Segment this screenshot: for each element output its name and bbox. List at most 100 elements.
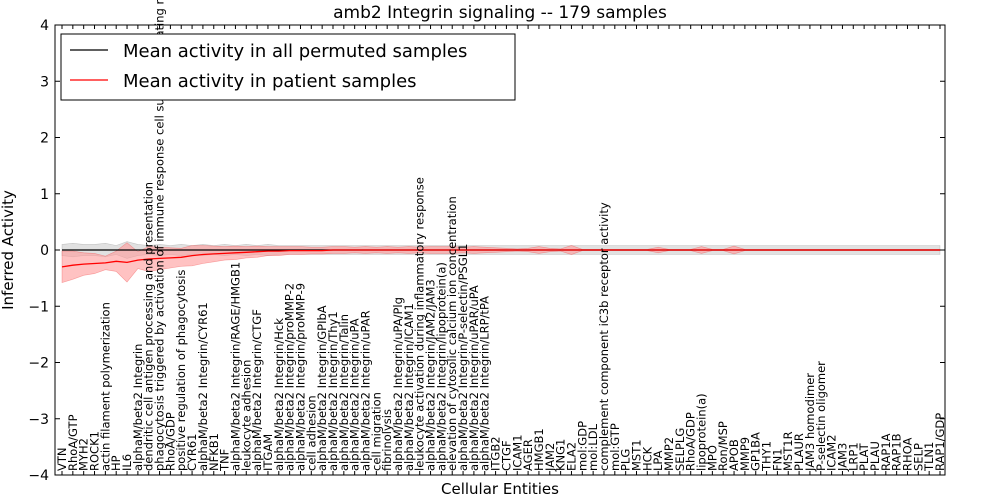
x-category-label: RHOA <box>901 438 915 471</box>
x-category-label: HP <box>109 455 123 471</box>
x-category-label: alphaM/beta2 Integrin/CTGF <box>250 309 264 471</box>
x-category-label: MMP9 <box>738 437 752 471</box>
x-category-label: positive regulation of phagocytosis <box>174 270 188 471</box>
x-category-label: alphaM/beta2 Integrin/P-selectin/PSGL1 <box>456 244 470 471</box>
x-category-label: HCK <box>640 446 654 471</box>
x-category-label: SELPLG <box>673 428 687 471</box>
x-category-label: IL6 <box>120 454 134 471</box>
y-tick-label: 4 <box>40 18 49 34</box>
x-category-label: P-selectin oligomer <box>814 361 828 471</box>
x-category-label: TLN1 <box>922 442 936 472</box>
x-category-label: cell migration <box>369 392 383 471</box>
x-category-label: fibrinolysis <box>380 409 394 471</box>
x-category-label: LRP1 <box>846 442 860 471</box>
y-tick-label: 1 <box>40 187 49 203</box>
confidence-bands <box>61 241 941 284</box>
x-category-label: MST1R <box>781 431 795 471</box>
x-category-label: THY1 <box>760 441 774 472</box>
x-category-label: alphaM/beta2 Integrin/uPAR <box>359 310 373 471</box>
x-category-label: complement component iC3b receptor activ… <box>597 202 611 471</box>
x-category-label: lipoprotein(a) <box>695 393 709 471</box>
x-category-label: ELA2 <box>565 442 579 471</box>
x-category-label: RAP1/GDP <box>933 413 947 471</box>
y-axis-label: Inferred Activity <box>0 190 17 310</box>
y-tick-label: 2 <box>40 131 49 147</box>
x-category-label: leukocyte activation during inflammatory… <box>413 177 427 471</box>
x-category-label: ITGB2 <box>489 436 503 471</box>
x-category-label: alphaM/beta2 Integrin <box>131 344 145 471</box>
series-lines <box>61 249 940 268</box>
x-category-label: ROCK1 <box>88 431 102 471</box>
x-category-label: mol:GTP <box>608 423 622 471</box>
legend-entry-permuted: Mean activity in all permuted samples <box>123 41 467 62</box>
legend: Mean activity in all permuted samples Me… <box>60 33 516 101</box>
x-category-label: leukocyte adhesion <box>239 360 253 471</box>
x-category-label: RAP1B <box>890 433 904 471</box>
legend-entry-patient: Mean activity in patient samples <box>123 71 417 92</box>
x-category-label: alphaM/beta2 Integrin/Hck <box>272 318 286 471</box>
x-category-label: RhoA/GDP <box>163 412 177 471</box>
x-category-label: alphaM/beta2 Integrin/ICAM1 <box>402 303 416 471</box>
x-category-label: alphaM/beta2 Integrin/Thy1 <box>326 311 340 471</box>
x-category-label: dendritic cell antigen processing and pr… <box>142 182 156 471</box>
x-category-label: MYH2 <box>77 438 91 471</box>
x-category-label: HMGB1 <box>532 428 546 471</box>
x-category-label: VTN <box>55 448 69 472</box>
x-category-label: CYR61 <box>185 434 199 471</box>
x-category-label: alphaM/beta2 Integrin/uPA/Plg <box>391 297 405 471</box>
x-category-label: elevation of cytosolic calcium ion conce… <box>445 196 459 471</box>
x-category-label: PLAU <box>868 441 882 471</box>
x-category-label: cell adhesion <box>304 395 318 471</box>
y-axis: −4 −3 −2 −1 0 1 2 3 4 <box>28 18 945 484</box>
plot-frame <box>54 24 946 476</box>
y-tick-label: −4 <box>28 468 49 484</box>
x-category-label: alphaM/beta2 Integrin/proMMP-2 <box>283 283 297 471</box>
x-category-label: MPO <box>705 445 719 471</box>
x-category-label: ICAM2 <box>825 434 839 471</box>
x-category-label: AGER <box>521 439 535 471</box>
x-category-label: alphaM/beta2 Integrin/uPAR/uPA <box>467 285 481 471</box>
x-category-label: JAM3 homodimer <box>803 373 817 472</box>
x-category-label: PLG <box>619 449 633 471</box>
x-category-label: phagocytosis triggered by activation of … <box>153 0 167 471</box>
x-category-label: LPA <box>651 450 665 471</box>
x-category-label: alphaM/beta2 Integrin/GPIbA <box>315 305 329 471</box>
x-category-label: Ron/MSP <box>716 421 730 471</box>
x-category-label: JAM3 <box>835 443 849 472</box>
x-category-label: PLAUR <box>792 433 806 471</box>
x-category-label: MST1 <box>630 439 644 471</box>
series-1-line <box>61 249 940 268</box>
x-axis-label: Cellular Entities <box>441 480 559 498</box>
y-tick-label: −3 <box>28 412 49 428</box>
y-tick-label: 3 <box>40 74 49 90</box>
x-category-label: FN1 <box>770 448 784 471</box>
legend-box <box>60 33 516 101</box>
x-category-label: mol:GDP <box>575 421 589 471</box>
x-category-label: TNF <box>218 449 232 472</box>
x-category-label: RhoA/GTP <box>66 414 80 471</box>
y-tick-label: −2 <box>28 356 49 372</box>
x-category-label: alphaM/beta2 Integrin/CYR61 <box>196 302 210 471</box>
y-tick-label: 0 <box>40 243 49 259</box>
x-category-label: NFKB1 <box>207 433 221 471</box>
x-category-label: ICAM1 <box>510 434 524 471</box>
x-category-label: GP1BA <box>749 432 763 471</box>
x-category-label: RhoA/GDP <box>684 412 698 471</box>
x-category-label: mol:LDL <box>586 423 600 471</box>
x-category-label: alphaM/beta2 Integrin/lipoprotein(a) <box>434 262 448 471</box>
x-category-label: alphaM/beta2 Integrin/uPA <box>348 318 362 471</box>
x-category-label: JAM2 <box>543 443 557 472</box>
x-category-label: MMP2 <box>662 437 676 471</box>
chart-title: amb2 Integrin signaling -- 179 samples <box>333 3 667 23</box>
x-category-label: alphaM/beta2 Integrin/LRP/tPA <box>478 296 492 471</box>
x-category-label: alphaM/beta2 Integrin/Talin <box>337 314 351 471</box>
x-category-label: RAP1A <box>879 433 893 471</box>
x-category-label: SELP <box>911 443 925 471</box>
x-category-label: alphaM/beta2 Integrin/proMMP-9 <box>294 283 308 471</box>
x-category-label: alphaM/beta2 Integrin/JAM2/JAM3 <box>424 279 438 471</box>
y-tick-label: −1 <box>28 299 49 315</box>
x-category-label: actin filament polymerization <box>98 302 112 471</box>
x-category-label: ITGAM <box>261 434 275 471</box>
